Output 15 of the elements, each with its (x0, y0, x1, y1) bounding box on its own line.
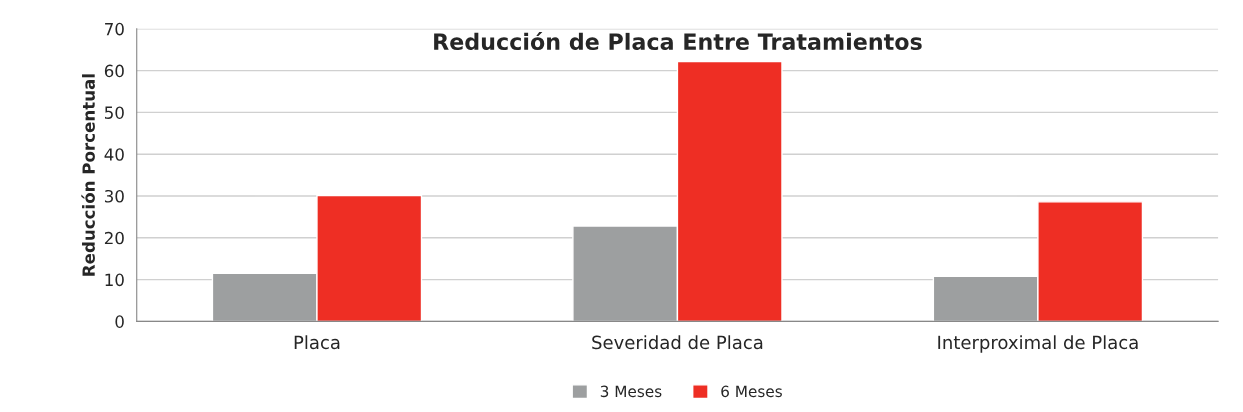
legend-label: 3 Meses (600, 385, 662, 398)
x-tick-label: Placa (294, 335, 340, 350)
y-tick-label: 60 (104, 64, 124, 78)
y-tick-label: 50 (105, 106, 124, 119)
y-tick-label: 40 (104, 148, 124, 161)
legend-label: 6 Meses (721, 385, 782, 398)
y-tick-label: 70 (105, 22, 124, 36)
y-tick-label: 30 (104, 189, 124, 203)
y-tick-label: 0 (115, 315, 124, 328)
chart-title: Reducción de Placa Entre Tratamientos (434, 31, 922, 51)
x-tick-label: Severidad de Placa (592, 335, 763, 350)
y-tick-label: 20 (104, 231, 124, 245)
x-tick-label: Interproximal de Placa (938, 335, 1138, 353)
y-tick-label: 10 (105, 273, 124, 287)
y-axis-title: Reducción Porcentual (81, 74, 95, 276)
